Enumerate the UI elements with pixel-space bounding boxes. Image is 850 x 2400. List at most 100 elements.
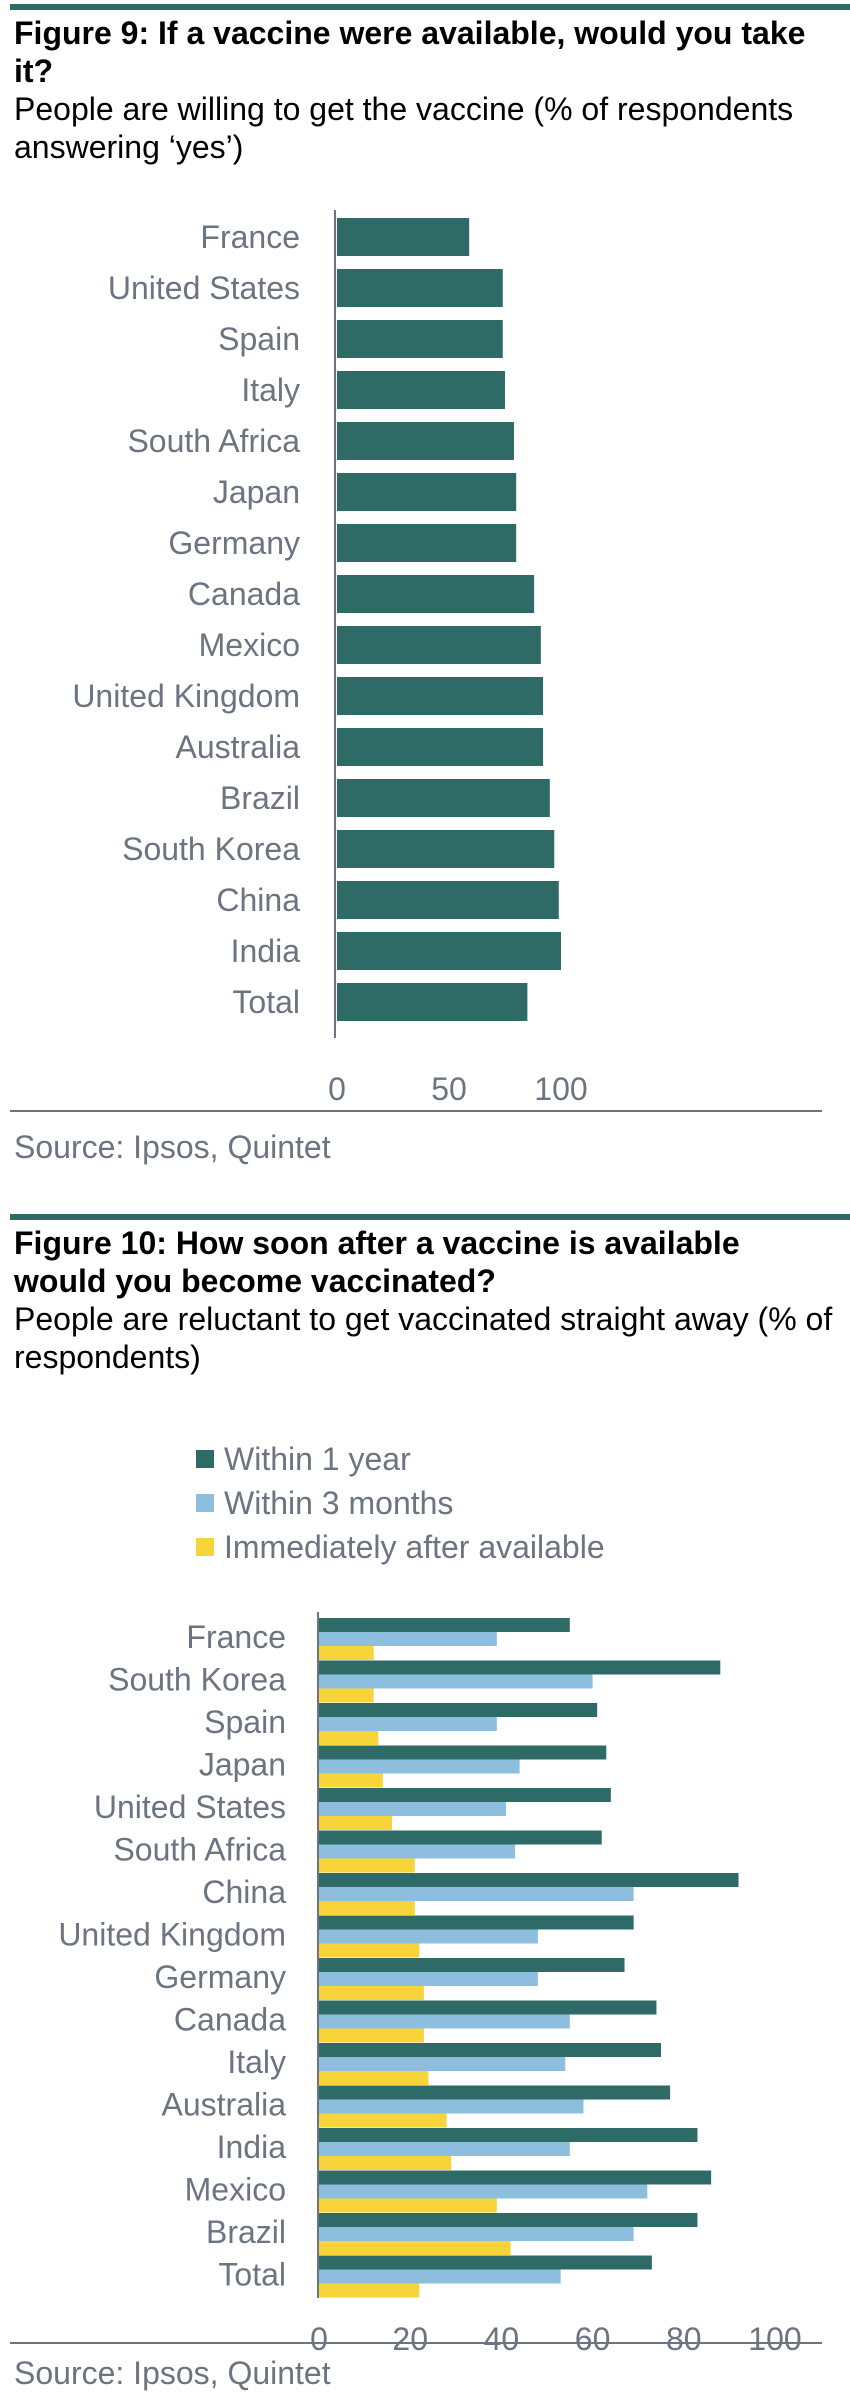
bar-united-states — [337, 269, 503, 307]
x-tick-label-0: 0 — [310, 2321, 328, 2357]
figure-10-source: Source: Ipsos, Quintet — [14, 2355, 331, 2391]
category-label-south-korea: South Korea — [108, 1662, 286, 1698]
category-label-brazil: Brazil — [220, 780, 300, 816]
category-label-china: China — [216, 882, 300, 918]
bar-immediately-after-available-france — [319, 1646, 374, 1660]
bar-within-1-year-china — [319, 1873, 739, 1887]
bar-immediately-after-available-south-korea — [319, 1688, 374, 1703]
category-label-mexico: Mexico — [185, 2172, 286, 2208]
bar-within-1-year-united-kingdom — [319, 1915, 634, 1930]
category-label-france: France — [200, 219, 300, 255]
figure-9-subtitle: People are willing to get the vaccine (%… — [14, 91, 794, 165]
category-label-canada: Canada — [188, 576, 300, 612]
category-label-china: China — [202, 1874, 286, 1910]
category-label-italy: Italy — [241, 372, 300, 408]
bar-within-1-year-spain — [319, 1703, 598, 1717]
bar-within-3-months-canada — [319, 2014, 570, 2029]
legend-label-immediately-after-available: Immediately after available — [224, 1529, 605, 1565]
x-tick-label-20: 20 — [392, 2321, 428, 2357]
bar-within-3-months-australia — [319, 2099, 584, 2114]
bar-within-1-year-italy — [319, 2043, 661, 2057]
bar-within-1-year-japan — [319, 1745, 607, 1760]
bar-italy — [337, 371, 505, 409]
bar-brazil — [337, 779, 550, 817]
x-tick-label-100: 100 — [534, 1071, 587, 1107]
bar-within-1-year-south-africa — [319, 1830, 602, 1845]
bar-immediately-after-available-japan — [319, 1773, 383, 1788]
category-label-italy: Italy — [227, 2044, 286, 2080]
bar-immediately-after-available-total — [319, 2283, 420, 2298]
bar-within-1-year-australia — [319, 2085, 671, 2100]
bar-within-3-months-mexico — [319, 2184, 648, 2199]
category-label-united-kingdom: United Kingdom — [58, 1917, 286, 1953]
bar-mexico — [337, 626, 541, 664]
legend-label-within-3-months: Within 3 months — [224, 1485, 453, 1521]
category-label-japan: Japan — [199, 1747, 286, 1783]
bar-within-1-year-canada — [319, 2000, 657, 2015]
legend-swatch-immediately-after-available — [196, 1538, 214, 1556]
category-label-south-africa: South Africa — [113, 1832, 286, 1868]
bar-immediately-after-available-brazil — [319, 2241, 511, 2255]
bar-india — [337, 932, 561, 970]
figure-10-bottom-rule — [10, 2342, 822, 2344]
bar-within-1-year-total — [319, 2255, 652, 2270]
category-label-germany: Germany — [168, 525, 300, 561]
category-label-india: India — [231, 933, 301, 969]
figure-10-subtitle: People are reluctant to get vaccinated s… — [14, 1301, 833, 1375]
x-tick-label-50: 50 — [431, 1071, 467, 1107]
bar-within-3-months-japan — [319, 1759, 520, 1774]
bar-within-3-months-united-kingdom — [319, 1929, 538, 1944]
bar-within-1-year-south-korea — [319, 1660, 721, 1675]
bar-immediately-after-available-germany — [319, 1986, 424, 2000]
bar-immediately-after-available-united-states — [319, 1816, 392, 1830]
bar-germany — [337, 524, 517, 562]
category-label-india: India — [217, 2129, 287, 2165]
bar-immediately-after-available-india — [319, 2156, 452, 2170]
bar-within-3-months-italy — [319, 2057, 566, 2071]
bar-within-1-year-brazil — [319, 2213, 698, 2227]
category-label-mexico: Mexico — [199, 627, 300, 663]
bar-immediately-after-available-australia — [319, 2113, 447, 2128]
figure-9-source: Source: Ipsos, Quintet — [14, 1129, 331, 1165]
bar-united-kingdom — [337, 677, 544, 715]
category-label-total: Total — [232, 984, 300, 1020]
bar-within-3-months-brazil — [319, 2227, 634, 2241]
bar-australia — [337, 728, 544, 766]
category-label-united-states: United States — [108, 270, 300, 306]
figure-10-top-rule — [10, 1214, 850, 1220]
bar-canada — [337, 575, 535, 613]
bar-south-africa — [337, 422, 514, 460]
bar-within-3-months-germany — [319, 1972, 538, 1986]
legend-label-within-1-year: Within 1 year — [224, 1441, 411, 1477]
figure-10-title: Figure 10: How soon after a vaccine is a… — [14, 1225, 740, 1299]
bar-france — [337, 218, 470, 256]
bar-japan — [337, 473, 517, 511]
bar-within-3-months-spain — [319, 1717, 497, 1731]
bar-within-3-months-china — [319, 1887, 634, 1901]
category-label-spain: Spain — [218, 321, 300, 357]
x-tick-label-80: 80 — [666, 2321, 702, 2357]
x-tick-label-100: 100 — [748, 2321, 801, 2357]
figure-9-title: Figure 9: If a vaccine were available, w… — [14, 15, 806, 89]
category-label-australia: Australia — [162, 2087, 287, 2123]
bar-within-3-months-total — [319, 2269, 561, 2284]
bar-total — [337, 983, 528, 1021]
bar-within-3-months-united-states — [319, 1802, 506, 1816]
category-label-australia: Australia — [176, 729, 301, 765]
category-label-south-africa: South Africa — [127, 423, 300, 459]
bar-within-1-year-germany — [319, 1958, 625, 1972]
x-tick-label-60: 60 — [575, 2321, 611, 2357]
bar-immediately-after-available-united-kingdom — [319, 1943, 420, 1958]
bar-immediately-after-available-spain — [319, 1731, 379, 1745]
category-label-south-korea: South Korea — [122, 831, 300, 867]
category-label-germany: Germany — [154, 1959, 286, 1995]
figure-9-bottom-rule — [10, 1110, 822, 1112]
bar-within-3-months-france — [319, 1632, 497, 1646]
category-label-total: Total — [218, 2257, 286, 2293]
figure-10: Figure 10: How soon after a vaccine is a… — [0, 1210, 850, 2400]
x-tick-label-0: 0 — [328, 1071, 346, 1107]
category-label-brazil: Brazil — [206, 2214, 286, 2250]
bar-within-1-year-france — [319, 1618, 570, 1632]
bar-immediately-after-available-south-africa — [319, 1858, 415, 1873]
legend-swatch-within-1-year — [196, 1450, 214, 1468]
